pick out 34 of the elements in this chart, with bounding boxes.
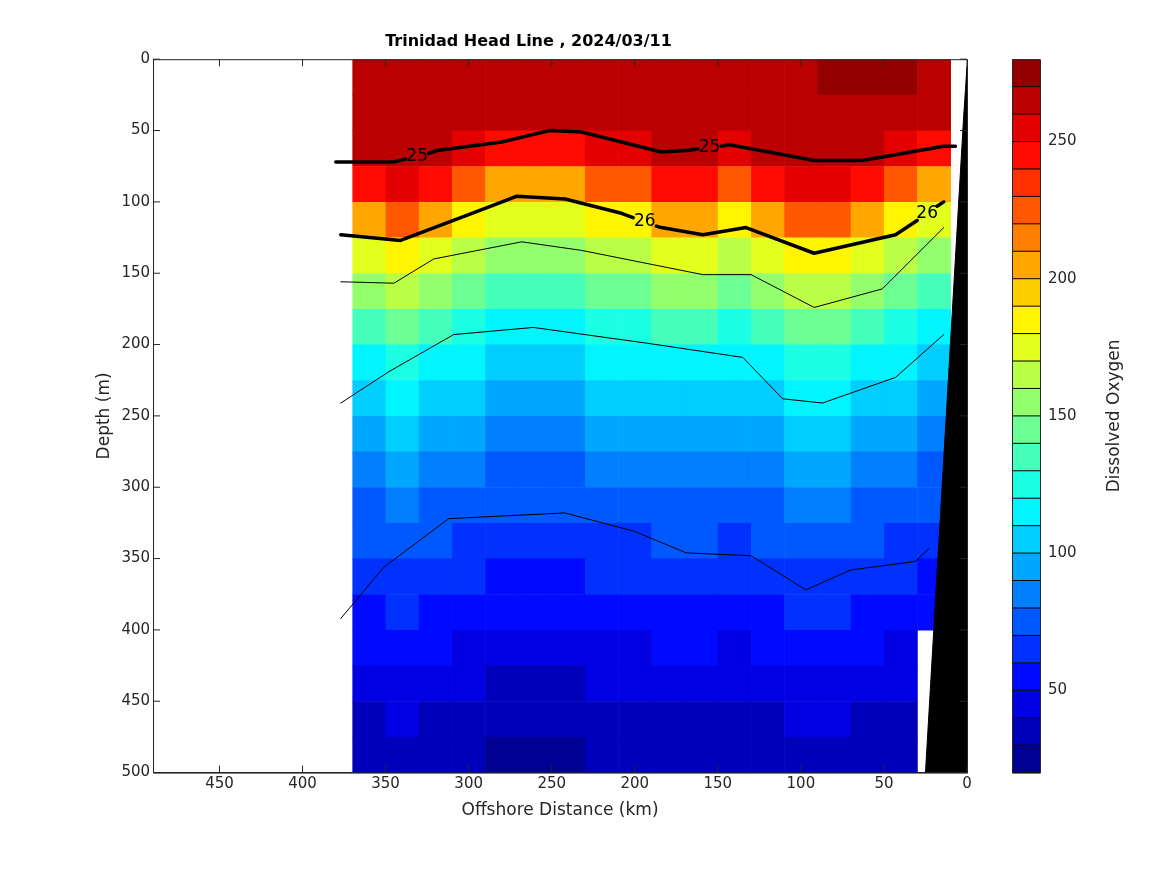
y-tick-label: 350	[121, 548, 151, 567]
annotation: 26	[633, 210, 656, 231]
x-tick-label: 50	[874, 774, 894, 793]
chart-title: Trinidad Head Line , 2024/03/11	[385, 30, 672, 50]
x-tick-label: 100	[786, 774, 816, 793]
color-bar-label: 250	[1048, 131, 1077, 150]
x-tick-label: 300	[454, 774, 483, 793]
y-tick-label: 50	[130, 120, 151, 139]
color-bar-title: Dissolved Oxygen	[1103, 339, 1124, 493]
x-tick-label: 0	[962, 774, 972, 793]
annotation: 26	[916, 201, 938, 222]
color-bar-label: 100	[1048, 542, 1077, 561]
annotation: 25	[406, 144, 428, 165]
y-tick-label: 500	[121, 762, 151, 781]
color-bar-label: 150	[1048, 405, 1077, 424]
y-axis-title: Depth (m)	[92, 372, 113, 460]
y-tick-label: 0	[140, 49, 151, 68]
color-bar-label: 200	[1048, 268, 1077, 287]
x-tick-label: 350	[371, 774, 400, 793]
color-bar-label: 50	[1048, 680, 1068, 699]
x-tick-label: 200	[620, 774, 650, 793]
y-tick-label: 450	[121, 691, 151, 710]
y-tick-label: 250	[121, 405, 151, 424]
y-tick-label: 400	[121, 619, 151, 638]
y-tick-label: 200	[121, 334, 151, 353]
y-tick-label: 100	[121, 191, 151, 210]
x-tick-label: 150	[703, 774, 733, 793]
annotation: 25	[698, 136, 721, 157]
x-tick-label: 250	[537, 774, 567, 793]
x-axis-title: Offshore Distance (km)	[461, 799, 659, 820]
y-tick-label: 300	[121, 477, 151, 496]
x-tick-label: 400	[288, 774, 317, 793]
x-tick-label: 450	[205, 774, 234, 793]
y-tick-label: 150	[121, 263, 151, 282]
